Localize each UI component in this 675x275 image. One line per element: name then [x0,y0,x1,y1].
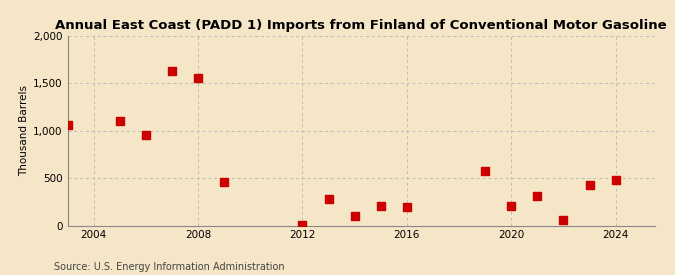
Point [558,218,569,222]
Point [584,183,595,187]
Point [140,133,151,138]
Point [375,204,386,208]
Point [323,197,334,201]
Point [506,204,516,208]
Point [480,169,491,174]
Point [297,223,308,227]
Y-axis label: Thousand Barrels: Thousand Barrels [19,85,29,176]
Point [62,123,73,128]
Point [167,69,178,73]
Text: Source: U.S. Energy Information Administration: Source: U.S. Energy Information Administ… [54,262,285,272]
Point [219,180,230,184]
Point [402,204,412,209]
Point [610,178,621,183]
Point [349,214,360,218]
Point [114,119,125,123]
Point [192,76,203,81]
Title: Annual East Coast (PADD 1) Imports from Finland of Conventional Motor Gasoline: Annual East Coast (PADD 1) Imports from … [55,19,667,32]
Point [532,194,543,198]
